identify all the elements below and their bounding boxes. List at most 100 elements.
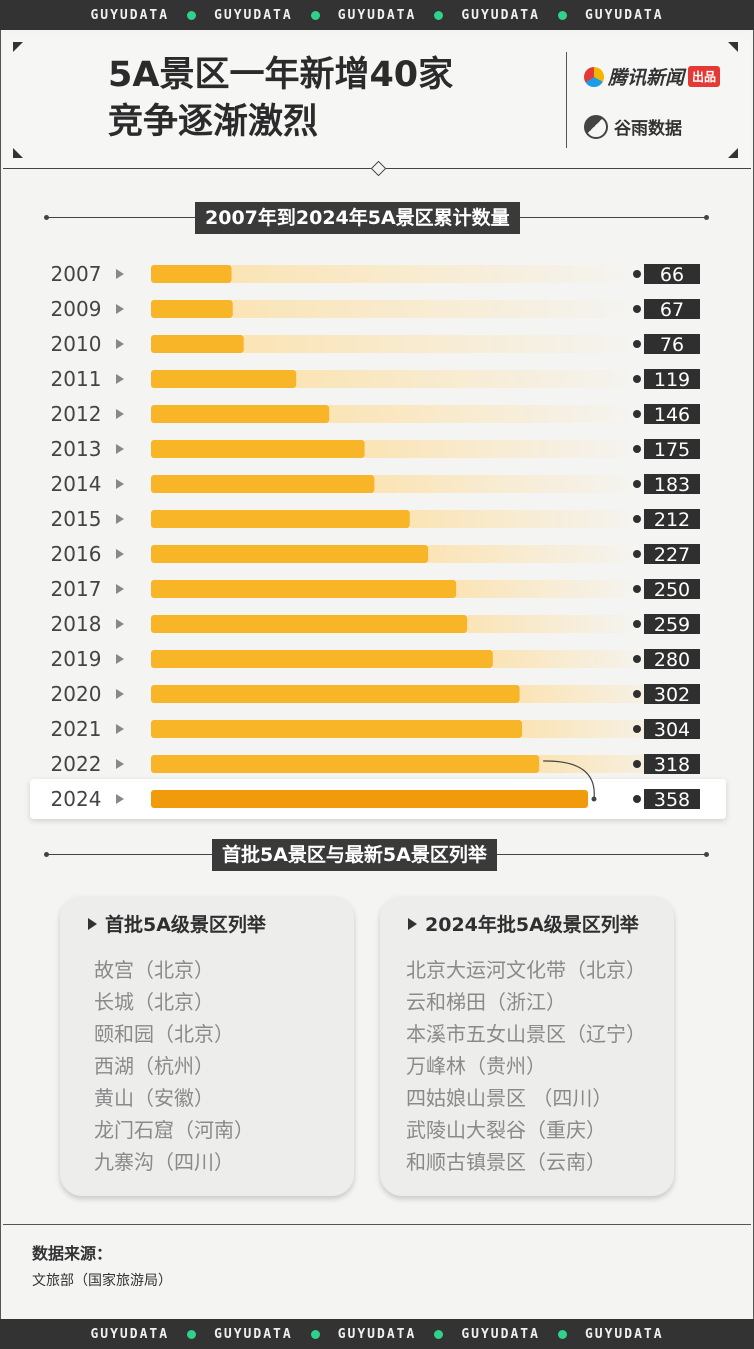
brand1-name: 腾讯新闻 bbox=[608, 67, 685, 89]
list-item: 颐和园（北京） bbox=[94, 1022, 234, 1046]
list-item: 九寨沟（四川） bbox=[94, 1150, 234, 1174]
bar bbox=[151, 755, 540, 773]
page-title: 5A景区一年新增40家 竞争逐渐激烈 bbox=[108, 52, 538, 146]
value-badge bbox=[644, 439, 700, 459]
bar-fade bbox=[428, 545, 640, 563]
rule-dot bbox=[704, 852, 709, 857]
banner-text: GUYUDATA bbox=[337, 1326, 417, 1342]
value-dot bbox=[633, 375, 641, 383]
source-label: 数据来源： bbox=[32, 1244, 113, 1263]
value-dot bbox=[633, 515, 641, 523]
banner-dot bbox=[434, 10, 444, 20]
banner-text: GUYUDATA bbox=[461, 1326, 540, 1342]
year-label: 2021 bbox=[51, 717, 102, 741]
rule-dot bbox=[704, 215, 709, 220]
value-badge bbox=[644, 719, 700, 739]
list-item: 和顺古镇景区（云南） bbox=[406, 1150, 606, 1174]
tencent-news-icon bbox=[584, 66, 604, 87]
bar bbox=[151, 335, 244, 353]
arrow-icon bbox=[116, 479, 124, 489]
latest-batch-card: 2024年批5A级景区列举 北京大运河文化带（北京） 云和梯田（浙江） 本溪市五女山… bbox=[380, 896, 674, 1196]
list-item: 龙门石窟（河南） bbox=[94, 1118, 254, 1142]
first-batch-title: 首批5A级景区列举 bbox=[88, 910, 266, 937]
bar-fade bbox=[329, 405, 640, 423]
source-text: 文旅部（国家旅游局） bbox=[32, 1273, 172, 1289]
section1-title: 2007年到2024年5A景区累计数量 bbox=[195, 202, 520, 234]
value-label: 175 bbox=[654, 439, 690, 461]
arrow-icon bbox=[116, 794, 124, 804]
triangle-icon bbox=[88, 917, 97, 930]
value-badge bbox=[644, 754, 700, 774]
top-banner: GUYUDATA GUYUDATA GUYUDATA GUYUDATA GUYUDATA bbox=[0, 0, 754, 30]
year-label: 2012 bbox=[51, 402, 102, 426]
banner-text: GUYUDATA bbox=[337, 7, 417, 23]
value-badge bbox=[644, 404, 700, 424]
bar-fade bbox=[364, 440, 640, 458]
year-label: 2022 bbox=[51, 752, 102, 776]
banner-text: GUYUDATA bbox=[90, 1326, 170, 1342]
banner-dot bbox=[187, 10, 197, 20]
bar bbox=[151, 650, 493, 668]
bar-fade bbox=[374, 475, 640, 493]
value-label: 280 bbox=[654, 649, 690, 671]
bar-fade bbox=[232, 300, 640, 318]
arrow-icon bbox=[116, 759, 124, 769]
year-label: 2010 bbox=[51, 332, 102, 356]
title-line-1: 5A景区一年新增40家 bbox=[108, 55, 454, 95]
arrow-icon bbox=[116, 654, 124, 664]
corner-mark bbox=[13, 42, 23, 52]
arrow-icon bbox=[116, 339, 124, 349]
latest-batch-list: 北京大运河文化带（北京） 云和梯田（浙江） 本溪市五女山景区（辽宁） 万峰林（贵州） 四… bbox=[406, 954, 646, 1178]
bar-chart: 2007 66 2009 67 2010 76 2011 119 2012 146 2013 175 2… bbox=[30, 262, 726, 819]
guyu-data-logo: 谷雨数据 bbox=[584, 114, 682, 139]
arrow-icon bbox=[116, 514, 124, 524]
banner-text: GUYUDATA bbox=[461, 7, 540, 23]
value-dot bbox=[633, 690, 641, 698]
corner-mark bbox=[13, 148, 23, 158]
year-label: 2009 bbox=[51, 297, 102, 321]
bar-fade bbox=[522, 720, 683, 738]
value-badge bbox=[644, 544, 700, 564]
triangle-icon bbox=[408, 917, 417, 930]
bar-fade bbox=[467, 615, 640, 633]
value-badge bbox=[644, 474, 700, 494]
bar-fade bbox=[296, 370, 640, 388]
list-item: 云和梯田（浙江） bbox=[406, 990, 566, 1014]
banner-text: GUYUDATA bbox=[214, 1326, 293, 1342]
list-item: 万峰林（贵州） bbox=[406, 1054, 546, 1078]
connector-dot bbox=[591, 796, 597, 802]
value-label: 227 bbox=[654, 544, 690, 566]
banner-dot bbox=[557, 10, 567, 20]
rule-dot bbox=[44, 215, 49, 220]
value-label: 302 bbox=[654, 684, 690, 706]
arrow-icon bbox=[116, 304, 124, 314]
bar bbox=[151, 580, 457, 598]
value-dot bbox=[633, 445, 641, 453]
year-label: 2017 bbox=[51, 577, 102, 601]
section2-title: 首批5A景区与最新5A景区列举 bbox=[212, 839, 497, 871]
year-label: 2019 bbox=[51, 647, 102, 671]
brand1-tag: 出品 bbox=[688, 66, 721, 87]
bar bbox=[151, 265, 232, 283]
value-badge bbox=[644, 579, 700, 599]
value-dot bbox=[633, 550, 641, 558]
growth-connector bbox=[543, 760, 595, 800]
value-badge bbox=[644, 509, 700, 529]
bar bbox=[151, 545, 429, 563]
value-badge bbox=[644, 299, 700, 319]
first-batch-title-text: 首批5A级景区列举 bbox=[105, 914, 266, 936]
value-badge bbox=[644, 614, 700, 634]
bar bbox=[151, 475, 375, 493]
value-dot bbox=[633, 760, 641, 768]
bottom-banner: GUYUDATA GUYUDATA GUYUDATA GUYUDATA GUYUDATA bbox=[0, 1319, 754, 1349]
value-dot bbox=[633, 585, 641, 593]
value-label: 76 bbox=[660, 334, 684, 356]
banner-text: GUYUDATA bbox=[584, 7, 664, 23]
title-line-2: 竞争逐渐激烈 bbox=[108, 102, 319, 142]
year-label: 2013 bbox=[51, 437, 102, 461]
list-item: 长城（北京） bbox=[94, 990, 214, 1014]
bar bbox=[151, 510, 410, 528]
value-dot bbox=[633, 340, 641, 348]
arrow-icon bbox=[116, 374, 124, 384]
list-item: 本溪市五女山景区（辽宁） bbox=[406, 1022, 646, 1046]
